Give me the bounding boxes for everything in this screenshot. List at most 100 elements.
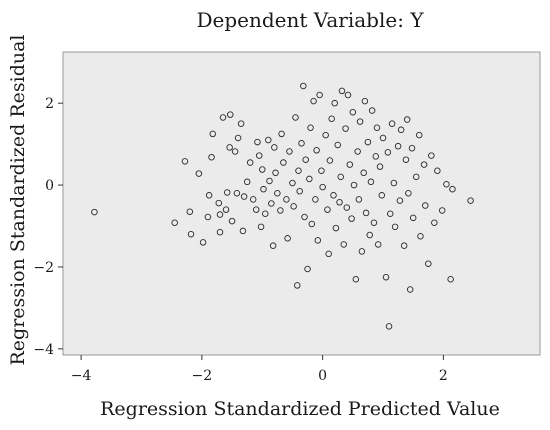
data-point: [265, 136, 272, 144]
data-point: [278, 130, 285, 138]
data-point: [366, 231, 373, 239]
data-point: [370, 219, 378, 226]
data-point: [388, 120, 396, 127]
data-point: [226, 144, 233, 151]
x-tick-label: −2: [192, 368, 213, 384]
data-point: [215, 199, 223, 207]
data-point: [425, 260, 432, 267]
x-axis-label: Regression Standardized Predicted Value: [100, 398, 500, 420]
data-point: [384, 149, 392, 156]
data-point: [257, 223, 265, 231]
y-axis-label: Regression Standardized Residual: [7, 35, 29, 366]
data-point: [379, 134, 387, 142]
data-point: [373, 124, 381, 131]
data-point: [385, 323, 393, 330]
data-point: [307, 124, 314, 131]
data-point: [447, 276, 454, 283]
data-point: [397, 126, 405, 134]
data-point: [434, 167, 441, 174]
data-point: [228, 217, 236, 225]
data-point: [209, 130, 216, 138]
data-point: [402, 156, 410, 163]
data-point: [199, 239, 207, 246]
data-point: [301, 213, 308, 221]
data-point: [304, 265, 311, 273]
data-point: [240, 193, 248, 200]
data-point: [234, 134, 242, 142]
data-point: [237, 120, 245, 127]
data-point: [405, 190, 412, 197]
data-point: [417, 233, 424, 240]
data-point: [415, 131, 423, 139]
data-point: [322, 131, 329, 139]
data-point: [358, 248, 366, 255]
data-point: [271, 144, 278, 151]
data-point: [246, 159, 254, 166]
data-point: [216, 211, 224, 218]
data-points: [91, 82, 474, 330]
data-point: [222, 206, 230, 213]
data-point: [350, 181, 358, 189]
data-point: [340, 241, 348, 248]
data-point: [268, 200, 275, 207]
data-point: [187, 230, 195, 238]
data-point: [302, 156, 309, 163]
data-point: [219, 114, 227, 121]
x-axis: −4 −2 0 2: [71, 355, 448, 384]
data-point: [400, 242, 408, 249]
data-point: [352, 276, 360, 283]
data-point: [376, 163, 384, 170]
y-tick-label: 0: [45, 178, 54, 194]
data-point: [438, 207, 446, 214]
y-axis: −4 −2 0 2: [33, 96, 63, 358]
data-point: [368, 107, 376, 114]
data-point: [361, 97, 369, 105]
data-point: [243, 178, 251, 186]
data-point: [286, 148, 293, 155]
y-tick-label: −2: [33, 260, 54, 276]
data-point: [318, 167, 325, 174]
data-point: [295, 167, 302, 174]
data-point: [324, 206, 331, 213]
data-point: [290, 203, 297, 210]
data-point: [422, 202, 429, 209]
data-point: [403, 116, 411, 123]
data-point: [231, 148, 239, 155]
data-point: [394, 142, 402, 150]
data-point: [420, 161, 428, 168]
data-point: [254, 138, 261, 146]
data-point: [330, 192, 337, 199]
data-point: [181, 158, 189, 165]
data-point: [343, 204, 351, 211]
data-point: [367, 178, 375, 186]
data-point: [337, 173, 344, 181]
data-point: [252, 206, 260, 213]
data-point: [348, 215, 355, 222]
data-point: [223, 189, 231, 196]
data-point: [412, 173, 420, 181]
data-point: [300, 82, 307, 90]
data-point: [336, 199, 343, 206]
data-point: [205, 192, 213, 199]
y-tick-label: 2: [45, 96, 54, 112]
data-point: [280, 159, 287, 166]
data-point: [408, 144, 416, 152]
data-point: [364, 138, 372, 146]
data-point: [277, 207, 284, 214]
data-point: [406, 286, 414, 293]
data-point: [360, 169, 367, 177]
data-point: [233, 190, 241, 197]
data-point: [292, 114, 299, 121]
x-tick-label: −4: [71, 368, 92, 384]
data-point: [443, 181, 450, 188]
data-point: [216, 228, 224, 236]
data-point: [431, 219, 438, 226]
data-point: [374, 241, 382, 248]
data-point: [319, 183, 326, 191]
data-point: [349, 108, 357, 116]
data-point: [344, 91, 352, 99]
data-point: [346, 161, 354, 168]
data-point: [298, 140, 305, 147]
data-point: [428, 152, 435, 159]
